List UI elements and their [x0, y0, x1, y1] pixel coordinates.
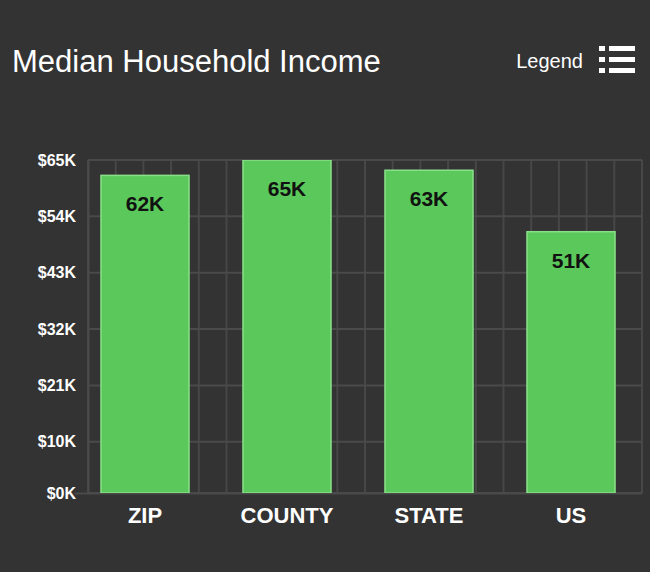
y-axis: $0K $10K $21K $32K $43K $54K $65K: [38, 152, 89, 502]
grid-line-vertical: [475, 160, 477, 493]
data-label: 65K: [268, 177, 307, 200]
data-labels: 62K 65K 63K 51K: [126, 177, 591, 272]
y-tick-label: $10K: [38, 433, 77, 450]
y-tick: $32K: [38, 321, 88, 338]
x-tick-label: ZIP: [128, 503, 162, 528]
y-axis-line: [88, 161, 90, 494]
title: Median Household Income: [12, 44, 381, 79]
legend-button[interactable]: Legend: [516, 46, 635, 73]
x-tick: COUNTY: [241, 493, 334, 528]
y-tick: $10K: [38, 433, 88, 450]
x-tick-label: COUNTY: [241, 503, 334, 528]
x-tick: STATE: [395, 493, 464, 528]
legend-icon-bar[interactable]: [609, 46, 635, 51]
x-tick-label: STATE: [395, 503, 464, 528]
chart: Median Household Income Legend $0K $10K $21K…: [0, 0, 650, 572]
y-tick: $21K: [38, 377, 88, 394]
legend-icon-dot[interactable]: [599, 68, 605, 73]
y-tick: $43K: [38, 264, 88, 281]
legend-button-label[interactable]: Legend: [516, 50, 583, 72]
grid-line-vertical: [641, 160, 643, 493]
grid-line-vertical: [198, 160, 200, 493]
legend-icon-bar[interactable]: [609, 68, 635, 73]
bars: [101, 160, 615, 493]
y-tick-label: $21K: [38, 377, 77, 394]
y-tick: $54K: [38, 208, 88, 225]
bar: [385, 170, 473, 493]
legend-icon-dot[interactable]: [599, 57, 605, 62]
grid-line-vertical: [87, 160, 89, 493]
grid-line-vertical: [364, 160, 366, 493]
grid: [88, 160, 642, 493]
bar: [527, 232, 615, 493]
y-tick-label: $0K: [47, 485, 77, 502]
grid-line-vertical: [336, 160, 338, 493]
data-label: 62K: [126, 192, 165, 215]
data-label: 63K: [410, 187, 449, 210]
grid-line-vertical: [503, 160, 505, 493]
legend-icon-bar[interactable]: [609, 57, 635, 62]
x-tick-label: US: [556, 503, 587, 528]
y-tick-label: $32K: [38, 321, 77, 338]
grid-line-vertical: [226, 160, 228, 493]
y-tick-label: $65K: [38, 152, 77, 169]
y-tick: $65K: [38, 152, 88, 169]
data-label: 51K: [552, 249, 591, 272]
background: [0, 0, 650, 572]
y-tick-label: $43K: [38, 264, 77, 281]
x-axis: ZIP COUNTY STATE US: [75, 493, 643, 528]
grid-line: [88, 159, 642, 161]
x-tick: US: [556, 493, 587, 528]
x-tick: ZIP: [128, 493, 162, 528]
legend-icon-dot[interactable]: [599, 46, 605, 51]
y-tick-label: $54K: [38, 208, 77, 225]
bar: [101, 175, 189, 493]
bar: [243, 160, 331, 493]
